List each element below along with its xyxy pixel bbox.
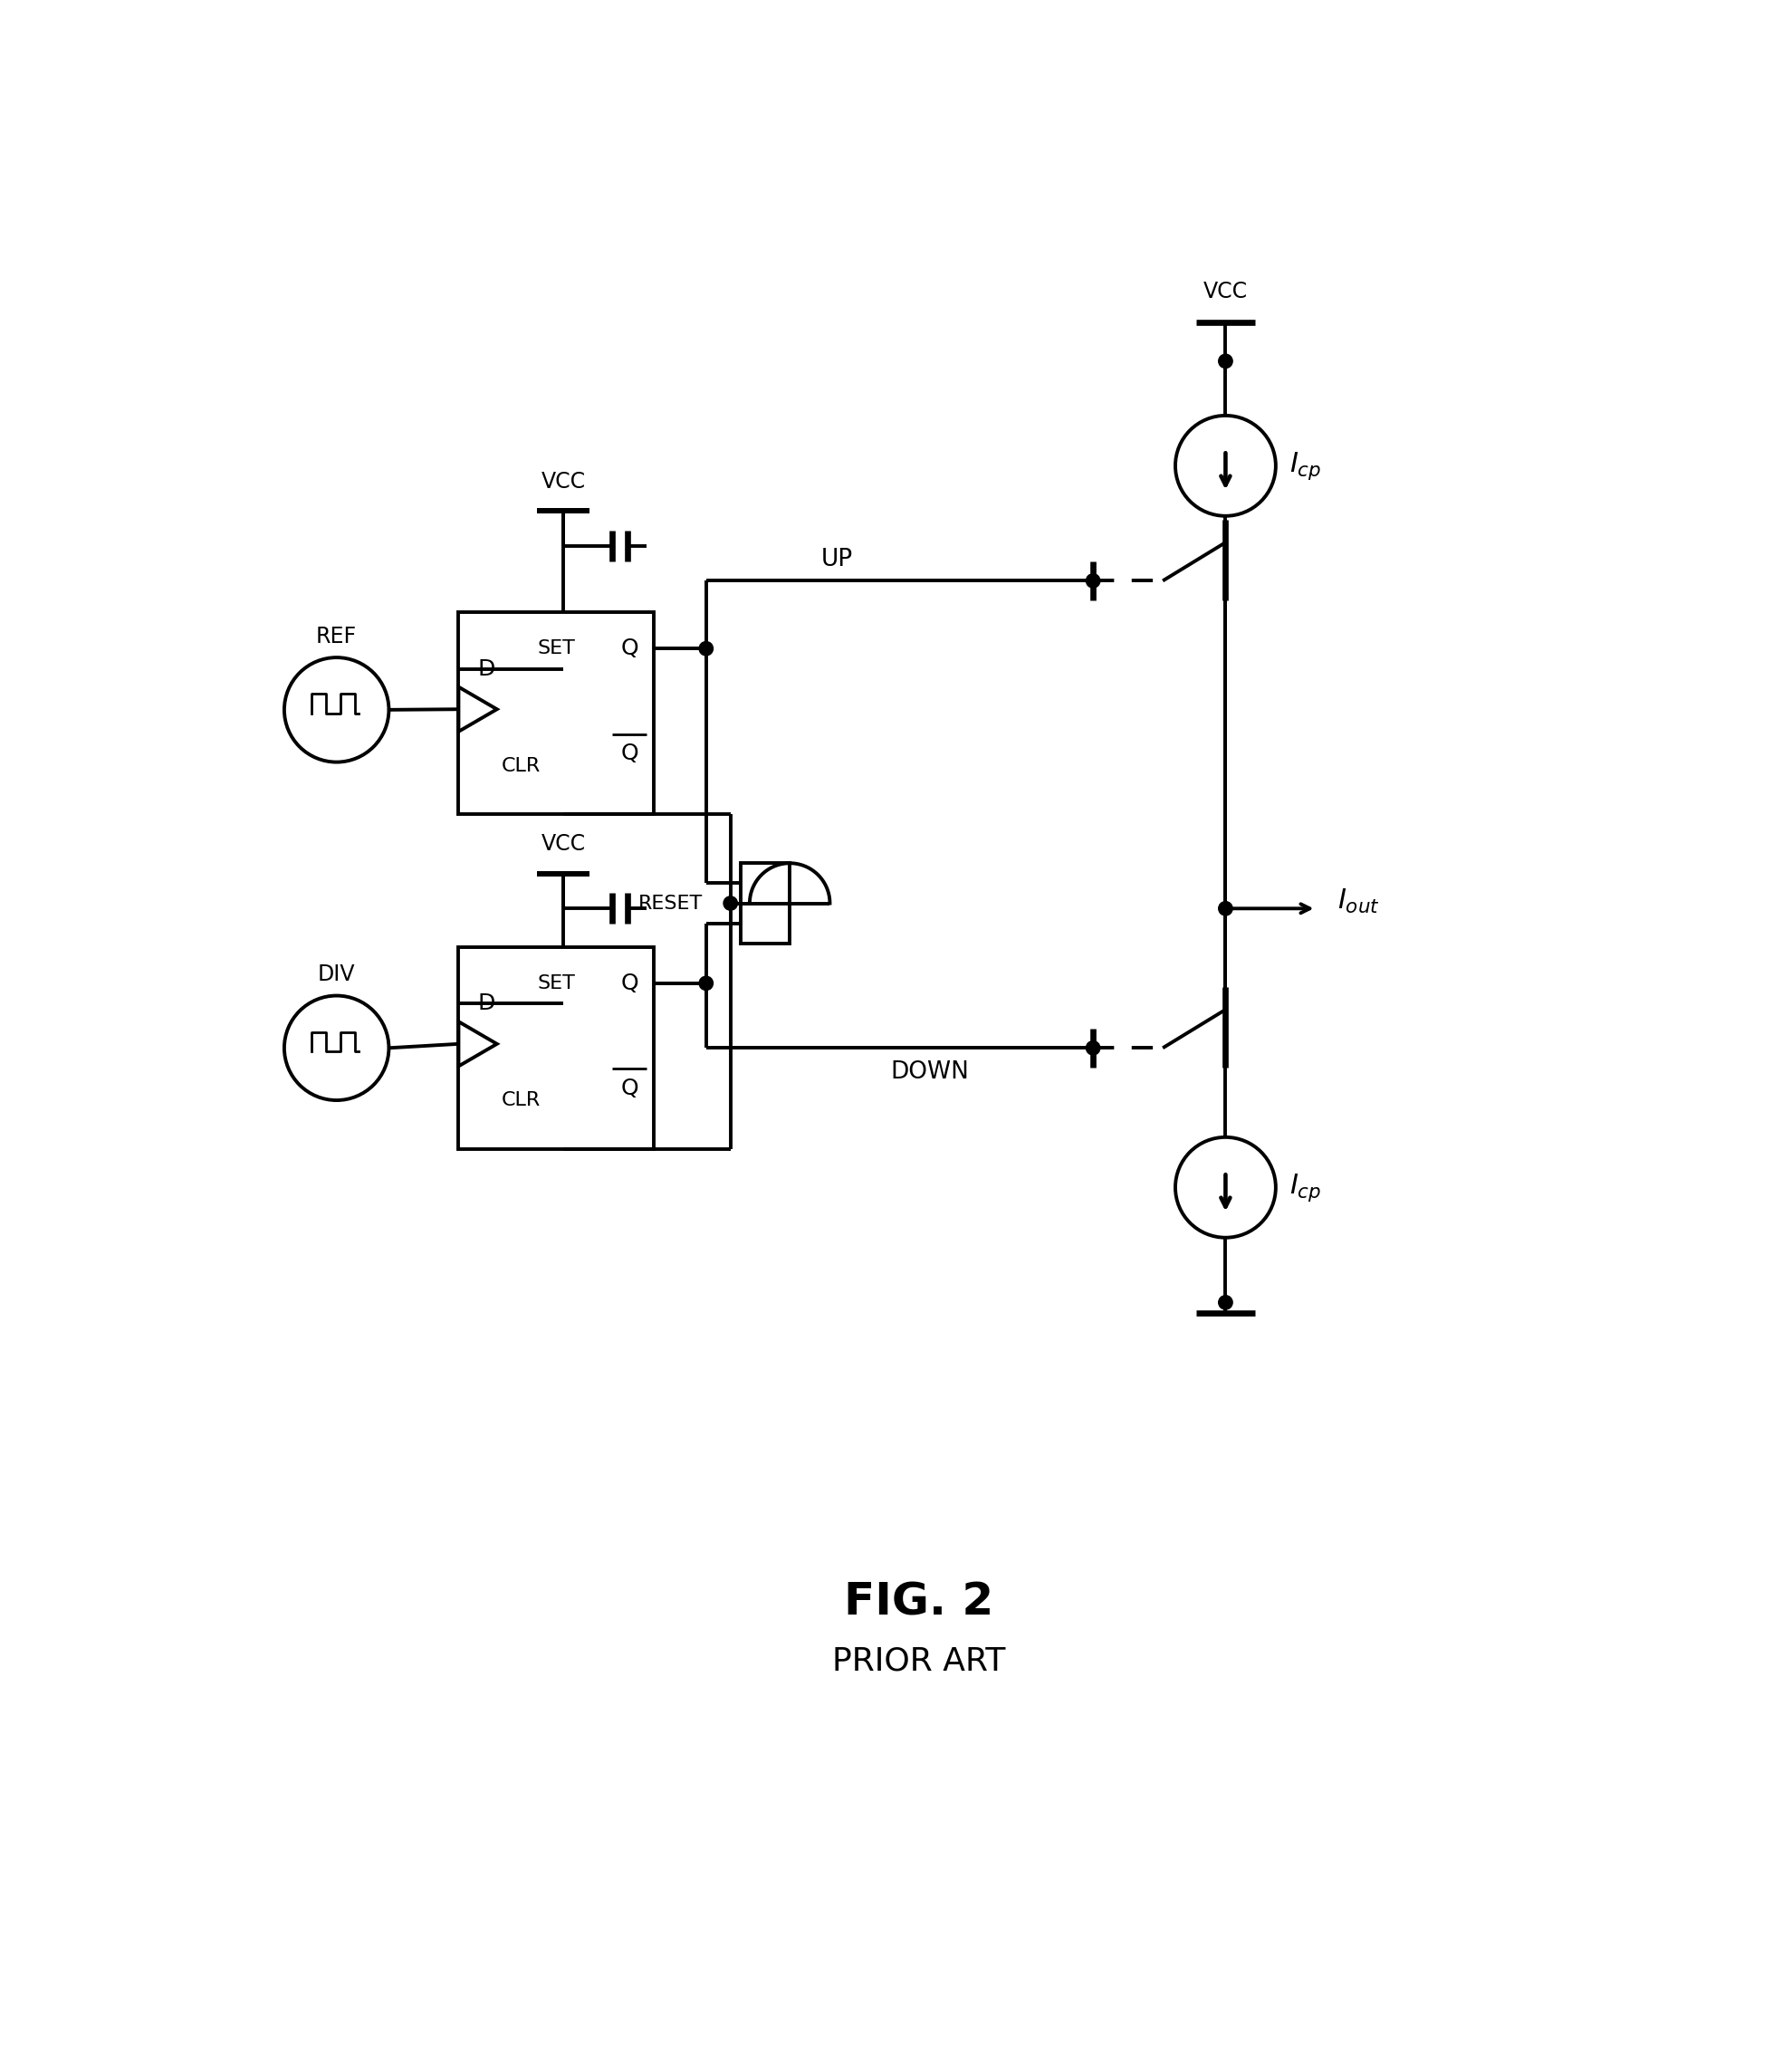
Text: RESET: RESET [638,894,702,913]
Circle shape [1086,574,1100,589]
Text: DOWN: DOWN [891,1060,969,1085]
Text: VCC: VCC [541,472,586,492]
Text: $I_{cp}$: $I_{cp}$ [1290,1171,1322,1204]
Circle shape [699,642,713,656]
Text: UP: UP [821,548,853,572]
Text: REF: REF [315,626,357,648]
Text: VCC: VCC [1202,281,1247,301]
Text: Q: Q [620,1077,638,1099]
Text: PRIOR ART: PRIOR ART [831,1647,1005,1678]
Circle shape [1219,1296,1233,1309]
Circle shape [724,896,738,911]
Text: D: D [478,658,495,679]
Text: CLR: CLR [502,757,541,775]
Text: FIG. 2: FIG. 2 [844,1581,993,1624]
Text: SET: SET [538,640,575,658]
Circle shape [1086,1042,1100,1054]
Text: Q: Q [620,742,638,765]
Text: D: D [478,993,495,1015]
Text: CLR: CLR [502,1091,541,1110]
Text: $I_{out}$: $I_{out}$ [1337,888,1380,915]
Text: DIV: DIV [317,964,355,987]
Bar [740,863,790,943]
Text: Q: Q [620,638,638,660]
Text: VCC: VCC [541,833,586,855]
Bar [459,611,654,814]
Circle shape [1219,902,1233,915]
Text: $I_{cp}$: $I_{cp}$ [1290,449,1322,482]
Text: SET: SET [538,974,575,993]
Circle shape [1219,355,1233,367]
Text: Q: Q [620,972,638,995]
Bar [459,948,654,1149]
Circle shape [699,976,713,991]
